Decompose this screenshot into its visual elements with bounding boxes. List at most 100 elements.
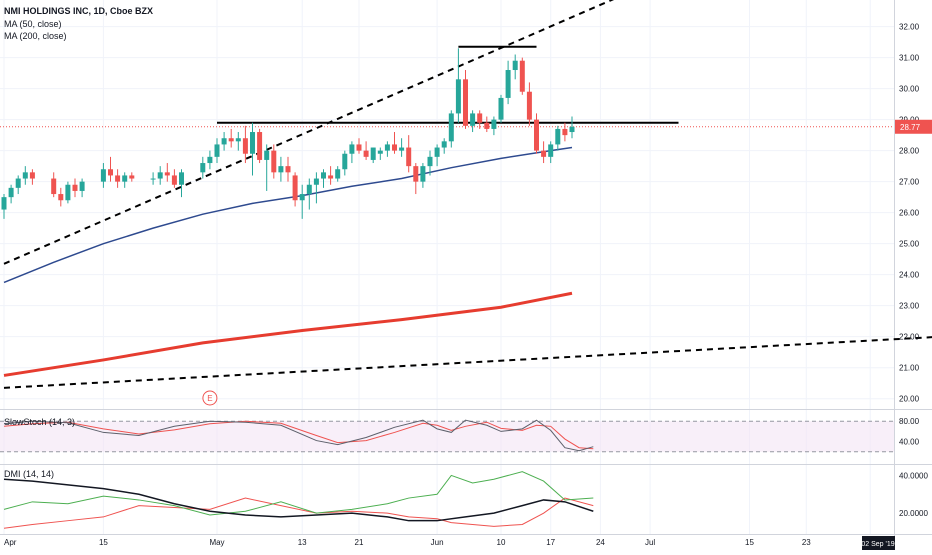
- candle-body: [491, 119, 497, 129]
- candle-body: [370, 147, 376, 160]
- chart-title: NMI HOLDINGS INC, 1D, Cboe BZX: [4, 6, 154, 16]
- candle-body: [534, 119, 539, 151]
- candle-body: [292, 175, 298, 201]
- x-tick-label: Jul: [645, 538, 655, 547]
- candle-body: [221, 138, 227, 145]
- candle-body: [29, 172, 35, 179]
- stoch-band: [0, 421, 894, 452]
- candle-body: [100, 169, 106, 182]
- candle-body: [313, 178, 319, 185]
- price-tick-label: 20.00: [899, 395, 920, 404]
- candle-body: [392, 144, 397, 151]
- dashed-trendline: [3, 336, 932, 389]
- dmi-tick-label: 40.0000: [899, 471, 928, 480]
- x-tick-label: Jun: [431, 538, 444, 547]
- price-tick-label: 25.00: [899, 240, 920, 249]
- x-tick-label: 15: [99, 538, 108, 547]
- candle-body: [1, 197, 7, 210]
- candle-body: [463, 79, 468, 126]
- candle-body: [264, 150, 270, 160]
- price-tick-label: 26.00: [899, 209, 920, 218]
- candle-body: [122, 175, 128, 182]
- candle-body: [278, 166, 284, 173]
- candle-body: [541, 150, 547, 157]
- candle-body: [79, 181, 85, 191]
- ma50-legend: MA (50, close): [4, 19, 62, 29]
- candle-body: [484, 122, 490, 129]
- x-tick-label: 24: [596, 538, 605, 547]
- stoch-label: SlowStoch (14, 3): [4, 417, 76, 427]
- price-tick-label: 32.00: [899, 23, 920, 32]
- candle-body: [257, 132, 263, 160]
- dmi-adx-line: [3, 478, 594, 522]
- candle-body: [569, 126, 575, 133]
- candle-body: [441, 141, 447, 148]
- candle-body: [157, 172, 163, 179]
- candle-body: [342, 153, 348, 170]
- candle-body: [356, 144, 362, 151]
- candle-body: [384, 144, 390, 151]
- dmi-plus-line: [3, 471, 594, 516]
- candle-body: [377, 150, 383, 154]
- candle-body: [129, 175, 135, 179]
- candle-body: [299, 194, 305, 201]
- candle-body: [498, 97, 504, 120]
- candle-body: [115, 175, 121, 182]
- dmi-label: DMI (14, 14): [4, 469, 55, 479]
- candle-body: [434, 147, 440, 157]
- earnings-marker: [202, 390, 218, 406]
- candle-body: [321, 172, 326, 179]
- candle-body: [448, 113, 454, 142]
- x-tick-label: 13: [298, 538, 307, 547]
- candle-body: [15, 178, 21, 188]
- price-tick-label: 27.00: [899, 178, 920, 187]
- candle-body: [214, 144, 220, 157]
- candle-body: [427, 156, 433, 167]
- candle-body: [164, 172, 170, 176]
- candle-body: [505, 70, 511, 98]
- candle-body: [363, 150, 369, 157]
- candle-body: [420, 166, 426, 182]
- candle-body: [250, 132, 255, 154]
- candle-body: [349, 144, 355, 154]
- candle-body: [512, 60, 518, 71]
- stoch-tick-label: 80.00: [899, 417, 920, 426]
- price-tick-label: 24.00: [899, 271, 920, 280]
- candle-body: [562, 128, 568, 136]
- last-price-label: 28.77: [900, 123, 921, 132]
- price-tick-label: 22.00: [899, 333, 920, 342]
- candle-body: [526, 91, 532, 120]
- price-tick-label: 28.00: [899, 147, 920, 156]
- candle-body: [271, 150, 277, 173]
- candle-body: [306, 184, 312, 195]
- earnings-marker-label: E: [207, 394, 212, 403]
- x-tick-label: Apr: [4, 538, 17, 547]
- candle-body: [548, 144, 554, 157]
- candle-body: [455, 79, 461, 114]
- candle-body: [200, 163, 206, 173]
- candle-body: [150, 178, 156, 180]
- candle-body: [242, 138, 248, 154]
- stoch-tick-label: 40.00: [899, 438, 920, 447]
- candle-body: [171, 175, 177, 185]
- candle-body: [58, 194, 64, 201]
- x-tick-label: 23: [802, 538, 811, 547]
- date-badge-label: 02 Sep '19: [861, 541, 894, 548]
- candle-body: [285, 166, 291, 173]
- price-tick-label: 23.00: [899, 302, 920, 311]
- price-tick-label: 21.00: [899, 364, 920, 373]
- last-price-tag: [895, 119, 932, 134]
- ma200-line: [3, 291, 573, 377]
- candle-body: [470, 113, 476, 126]
- x-tick-label: 17: [546, 538, 555, 547]
- x-tick-label: 15: [745, 538, 754, 547]
- candle-body: [72, 184, 78, 191]
- candle-body: [179, 172, 184, 185]
- ma200-legend: MA (200, close): [4, 31, 67, 41]
- stoch-k-line: [3, 419, 594, 452]
- candle-body: [65, 184, 71, 201]
- stoch-d-line: [3, 420, 594, 450]
- date-badge: [862, 536, 895, 550]
